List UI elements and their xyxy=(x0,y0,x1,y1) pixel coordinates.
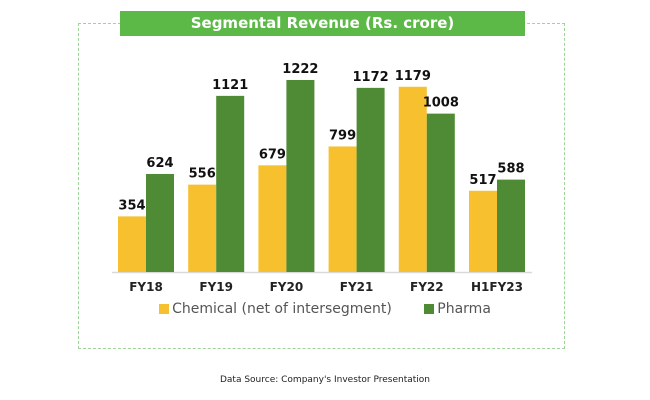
x-tick-label: FY22 xyxy=(410,280,444,294)
bar-pharma-fy19 xyxy=(216,95,245,272)
bar-chemical-fy21 xyxy=(328,146,357,272)
x-tick-label: FY19 xyxy=(199,280,233,294)
legend-item-pharma: Pharma xyxy=(424,301,491,317)
x-tick-label: H1FY23 xyxy=(471,280,523,294)
data-label: 1179 xyxy=(395,69,431,84)
bar-chemical-fy19 xyxy=(188,184,217,272)
legend-label: Pharma xyxy=(437,301,491,317)
chart-title: Segmental Revenue (Rs. crore) xyxy=(120,11,525,36)
legend-swatch xyxy=(159,304,170,314)
data-source-note: Data Source: Company's Investor Presenta… xyxy=(219,375,431,385)
data-label: 556 xyxy=(189,167,216,182)
data-label: 1008 xyxy=(423,96,459,111)
data-label: 517 xyxy=(469,173,496,188)
x-tick-label: FY21 xyxy=(340,280,374,294)
bar-pharma-fy20 xyxy=(286,80,315,272)
legend-label: Chemical (net of intersegment) xyxy=(172,301,392,317)
bar-pharma-fy22 xyxy=(426,113,455,272)
data-label: 588 xyxy=(497,162,524,177)
x-tick-label: FY20 xyxy=(270,280,304,294)
legend: Chemical (net of intersegment) Pharma xyxy=(0,301,650,317)
data-label: 354 xyxy=(118,198,145,213)
bar-chemical-h1fy23 xyxy=(469,190,497,272)
legend-item-chemical: Chemical (net of intersegment) xyxy=(159,301,392,317)
bar-chemical-fy18 xyxy=(118,216,146,272)
legend-swatch xyxy=(424,304,435,314)
bar-chemical-fy20 xyxy=(258,165,287,272)
data-label: 1172 xyxy=(353,70,389,85)
data-label: 679 xyxy=(259,147,286,162)
x-tick-label: FY18 xyxy=(129,280,163,294)
bar-pharma-fy18 xyxy=(146,173,174,272)
data-label: 1121 xyxy=(212,78,248,93)
bar-chemical-fy22 xyxy=(398,86,427,272)
bar-pharma-fy21 xyxy=(356,87,385,272)
data-label: 1222 xyxy=(282,62,318,77)
data-label: 799 xyxy=(329,128,356,143)
bar-pharma-h1fy23 xyxy=(497,179,525,272)
data-label: 624 xyxy=(146,156,173,171)
